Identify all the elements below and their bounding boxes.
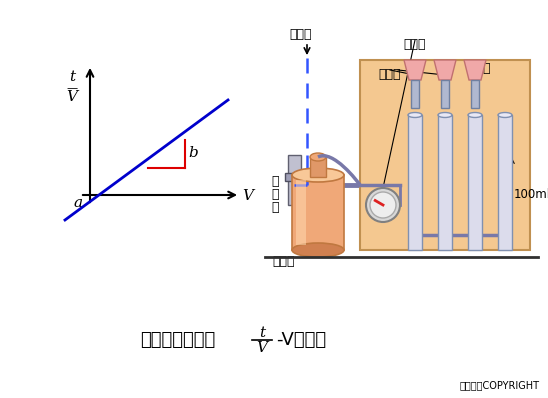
Bar <box>310 157 326 177</box>
Text: 稳压瓶: 稳压瓶 <box>272 255 294 268</box>
Text: b: b <box>188 146 198 160</box>
Bar <box>471 80 479 108</box>
Bar <box>288 155 301 205</box>
Bar <box>285 173 304 181</box>
Ellipse shape <box>468 113 482 117</box>
Text: 东方仿真COPYRIGHT: 东方仿真COPYRIGHT <box>460 380 540 390</box>
Text: 通气口: 通气口 <box>469 62 491 75</box>
Text: 比阻测定装置及: 比阻测定装置及 <box>140 331 215 349</box>
Bar <box>441 80 449 108</box>
Bar <box>408 115 422 250</box>
Text: V: V <box>66 90 77 104</box>
Text: V: V <box>243 189 254 203</box>
Text: 射: 射 <box>271 188 279 201</box>
Text: -V直线图: -V直线图 <box>276 331 326 349</box>
Text: 100ml量筒: 100ml量筒 <box>514 189 548 201</box>
Ellipse shape <box>292 168 344 182</box>
Bar <box>411 80 419 108</box>
Ellipse shape <box>408 113 422 117</box>
Text: t: t <box>69 70 75 84</box>
Bar <box>438 115 452 250</box>
Bar <box>296 180 306 245</box>
Text: 器: 器 <box>271 201 279 214</box>
Ellipse shape <box>370 192 396 218</box>
Bar <box>498 115 512 250</box>
Ellipse shape <box>292 243 344 257</box>
Text: V: V <box>256 341 267 355</box>
Text: 真空表: 真空表 <box>404 38 426 51</box>
Ellipse shape <box>310 153 326 161</box>
Text: 通气口: 通气口 <box>379 68 401 81</box>
Text: a: a <box>73 196 83 210</box>
Text: 自来水: 自来水 <box>289 28 311 41</box>
Text: t: t <box>259 326 265 340</box>
Bar <box>360 60 530 250</box>
Ellipse shape <box>366 188 400 222</box>
Bar <box>292 175 344 250</box>
Text: 水: 水 <box>271 175 279 188</box>
Bar <box>468 115 482 250</box>
Text: —: — <box>66 83 78 93</box>
Ellipse shape <box>498 113 512 117</box>
Polygon shape <box>404 60 426 80</box>
Polygon shape <box>464 60 486 80</box>
Polygon shape <box>434 60 456 80</box>
Ellipse shape <box>438 113 452 117</box>
